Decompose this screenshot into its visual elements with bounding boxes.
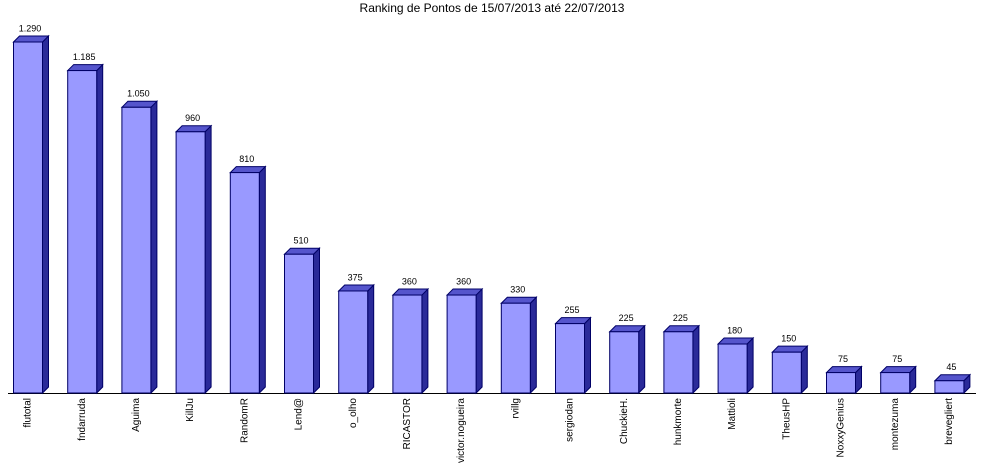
value-label: 1.050 bbox=[127, 89, 150, 99]
x-tick-label: montezuma bbox=[890, 398, 901, 451]
value-label: 75 bbox=[838, 354, 848, 364]
bar bbox=[663, 331, 694, 394]
x-tick-label: RICASTOR bbox=[402, 398, 413, 450]
bar-top bbox=[66, 64, 104, 72]
bar-top bbox=[391, 288, 430, 296]
bar-top bbox=[120, 100, 159, 108]
bar-top bbox=[716, 337, 755, 345]
value-label: 255 bbox=[564, 305, 579, 315]
bar-side bbox=[258, 165, 266, 395]
x-tick-label: ChuckieH. bbox=[619, 398, 630, 444]
bar bbox=[880, 372, 911, 394]
bar bbox=[338, 290, 369, 394]
bar bbox=[67, 70, 98, 394]
x-tick-label: brevegliert bbox=[944, 398, 955, 445]
bar-top bbox=[283, 247, 321, 255]
bar bbox=[934, 380, 965, 394]
value-label: 1.185 bbox=[73, 52, 96, 62]
bar bbox=[500, 302, 531, 394]
value-label: 960 bbox=[185, 113, 200, 123]
chart-title: Ranking de Pontos de 15/07/2013 até 22/0… bbox=[360, 1, 625, 15]
bar-side bbox=[638, 324, 646, 395]
x-tick-label: victor.nogueira bbox=[456, 398, 467, 463]
bar-side bbox=[150, 100, 158, 395]
bar bbox=[284, 253, 314, 394]
bar bbox=[717, 343, 748, 394]
value-label: 330 bbox=[510, 285, 525, 295]
bar-top bbox=[554, 317, 592, 325]
bar bbox=[13, 41, 43, 394]
value-label: 225 bbox=[673, 313, 688, 323]
bar-top bbox=[825, 366, 863, 374]
bar-top bbox=[933, 374, 972, 382]
bar-top bbox=[608, 325, 646, 333]
bar bbox=[826, 372, 856, 394]
value-label: 810 bbox=[239, 154, 254, 164]
value-label: 75 bbox=[892, 354, 902, 364]
bar-side bbox=[584, 316, 591, 395]
bar bbox=[609, 331, 640, 394]
x-tick-label: NoxxyGenius bbox=[836, 398, 847, 457]
x-tick-label: flutotal bbox=[23, 398, 34, 427]
x-tick-label: Mattioli bbox=[727, 398, 738, 430]
value-label: 1.290 bbox=[19, 23, 42, 33]
value-label: 225 bbox=[619, 313, 634, 323]
bar-top bbox=[879, 366, 917, 374]
x-tick-label: Lend@ bbox=[294, 398, 305, 430]
value-label: 150 bbox=[781, 334, 796, 344]
bar bbox=[229, 172, 260, 394]
bar-top bbox=[445, 288, 484, 296]
bar-side bbox=[475, 287, 483, 395]
bar-side bbox=[800, 344, 808, 395]
value-label: 180 bbox=[727, 325, 742, 335]
x-tick-label: KillJu bbox=[185, 398, 196, 422]
bar-top bbox=[12, 35, 50, 43]
bar-side bbox=[746, 336, 754, 395]
x-tick-label: hunkmorte bbox=[673, 398, 684, 446]
value-label: 45 bbox=[946, 362, 956, 372]
value-label: 360 bbox=[402, 276, 417, 286]
bar-top bbox=[337, 284, 375, 292]
value-label: 375 bbox=[348, 272, 363, 282]
bar-side bbox=[204, 124, 212, 395]
bar-top bbox=[229, 166, 267, 174]
bar-top bbox=[174, 125, 213, 133]
bar bbox=[446, 294, 477, 394]
bar bbox=[121, 106, 152, 394]
bar bbox=[555, 323, 585, 394]
bar bbox=[175, 131, 206, 394]
x-tick-label: rvillg bbox=[510, 398, 521, 419]
x-tick-label: o_olho bbox=[348, 398, 359, 428]
bar-top bbox=[771, 345, 809, 353]
value-label: 360 bbox=[456, 276, 471, 286]
bar bbox=[392, 294, 423, 394]
x-tick-label: RandomR bbox=[239, 398, 250, 443]
bar-top bbox=[662, 325, 701, 333]
bar-top bbox=[500, 296, 538, 304]
bar-side bbox=[692, 324, 700, 395]
bar-side bbox=[313, 247, 320, 395]
bar bbox=[771, 351, 802, 394]
x-tick-label: TheusHP bbox=[781, 398, 792, 440]
x-tick-label: Aguima bbox=[131, 398, 142, 432]
x-tick-label: fndarruda bbox=[77, 398, 88, 441]
bar-side bbox=[529, 296, 537, 395]
bar-side bbox=[42, 34, 49, 395]
x-tick-label: sergiodan bbox=[565, 398, 576, 442]
bar-side bbox=[96, 63, 104, 395]
bar-side bbox=[367, 283, 375, 395]
value-label: 510 bbox=[293, 236, 308, 246]
bar-side bbox=[421, 287, 429, 395]
